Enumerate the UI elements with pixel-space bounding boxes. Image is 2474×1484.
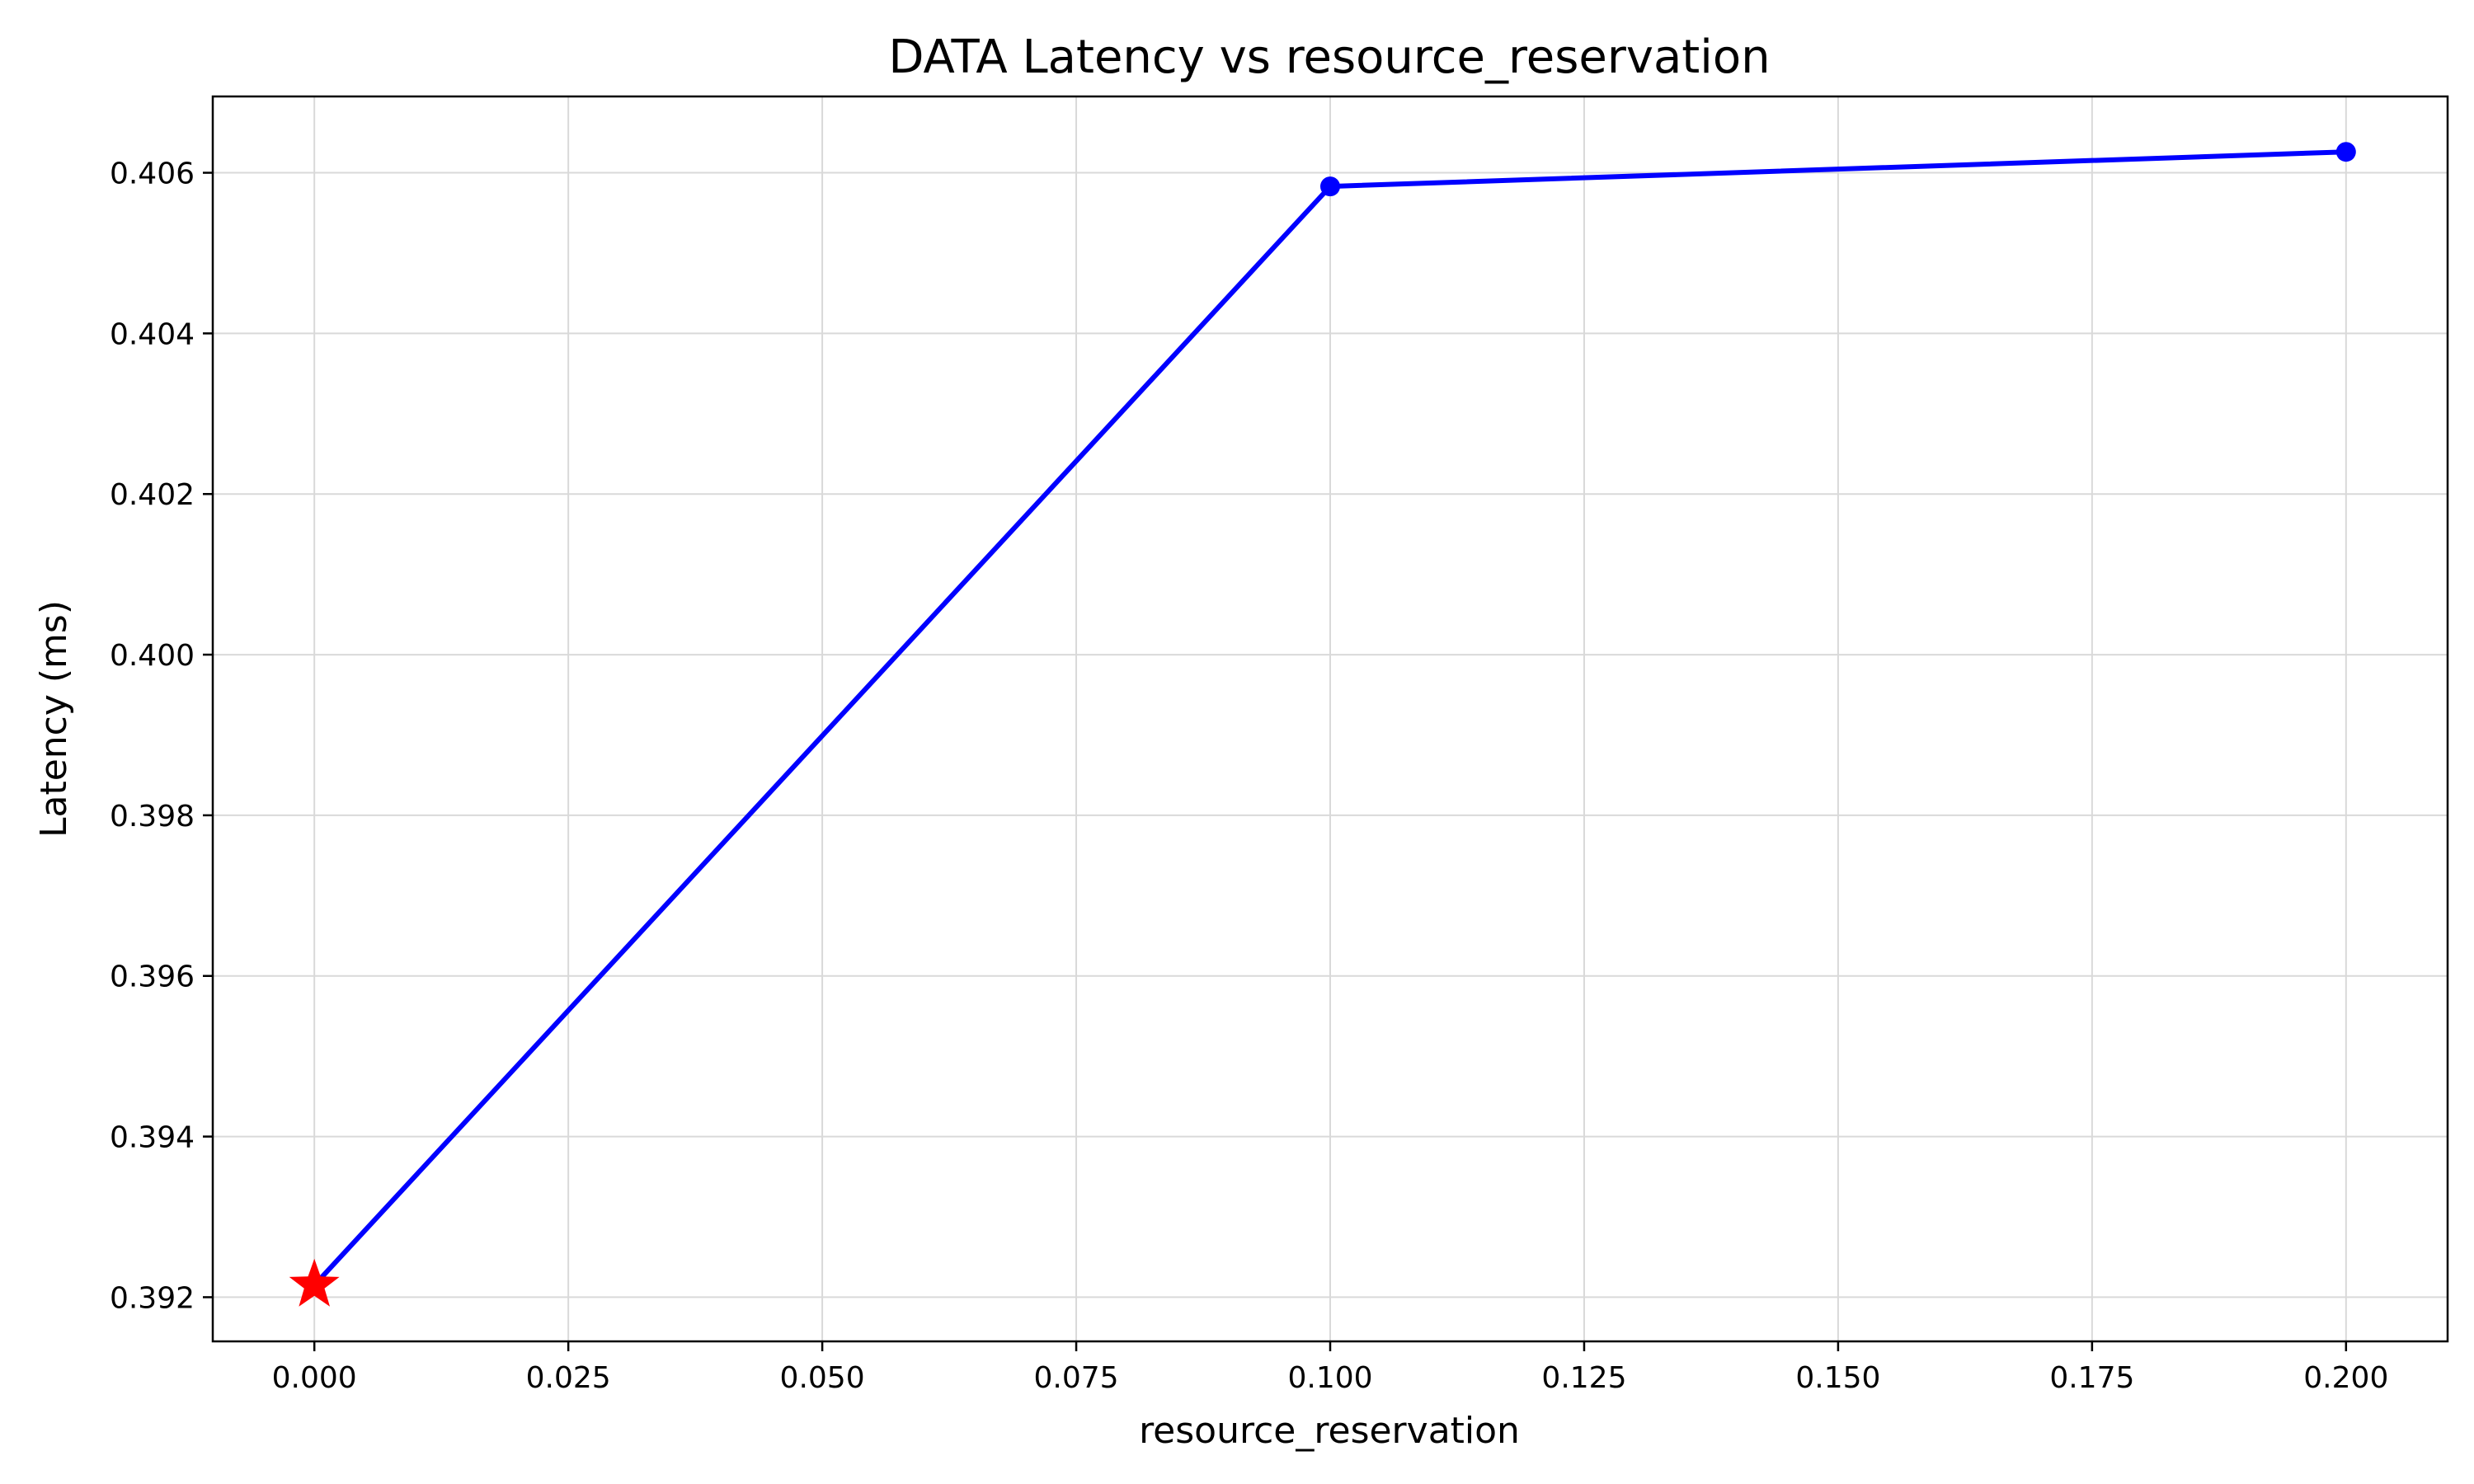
x-tick-label: 0.125: [1541, 1361, 1626, 1395]
data-point: [1320, 176, 1340, 197]
x-axis-ticks: 0.000 0.025 0.050 0.075 0.100 0.125 0.150 0.175…: [272, 1341, 2388, 1395]
y-axis-ticks: 0.392 0.394 0.396 0.398 0.400 0.402 0.404 0.406: [110, 157, 213, 1315]
x-tick-label: 0.075: [1034, 1361, 1119, 1395]
x-tick-label: 0.025: [526, 1361, 611, 1395]
y-tick-label: 0.404: [110, 317, 195, 351]
x-tick-label: 0.200: [2303, 1361, 2388, 1395]
marker-layer: [289, 142, 2356, 1307]
x-tick-label: 0.150: [1795, 1361, 1880, 1395]
y-tick-label: 0.392: [110, 1281, 195, 1315]
y-axis-label: Latency (ms): [33, 600, 75, 838]
data-point: [2335, 142, 2356, 162]
y-tick-label: 0.396: [110, 960, 195, 994]
y-tick-label: 0.400: [110, 639, 195, 673]
x-tick-label: 0.050: [780, 1361, 865, 1395]
x-axis-label: resource_reservation: [1139, 1410, 1520, 1452]
x-tick-label: 0.175: [2049, 1361, 2134, 1395]
y-tick-label: 0.402: [110, 478, 195, 512]
x-tick-label: 0.100: [1287, 1361, 1372, 1395]
highlight-star-marker: [289, 1258, 340, 1307]
chart-title: DATA Latency vs resource_reservation: [888, 31, 1770, 84]
y-tick-label: 0.394: [110, 1121, 195, 1155]
y-tick-label: 0.406: [110, 157, 195, 191]
y-tick-label: 0.398: [110, 800, 195, 834]
grid-layer: [213, 96, 2448, 1341]
x-tick-label: 0.000: [272, 1361, 357, 1395]
